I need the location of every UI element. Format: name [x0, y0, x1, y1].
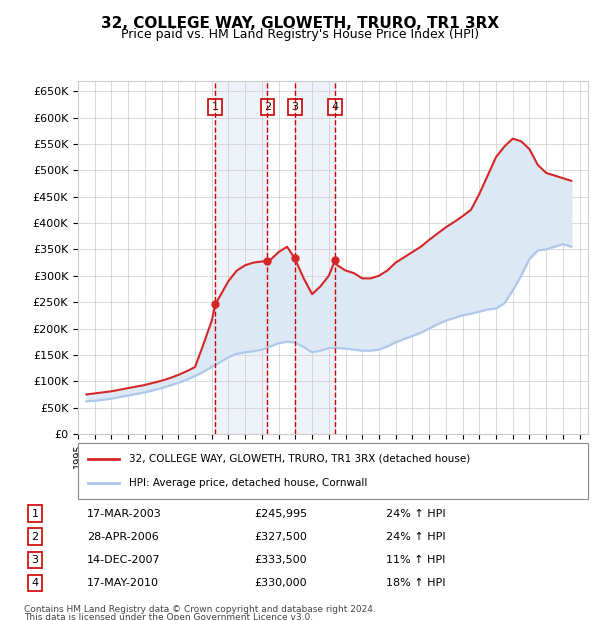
Text: 24% ↑ HPI: 24% ↑ HPI — [386, 509, 446, 519]
Text: 1: 1 — [212, 102, 219, 112]
Text: 32, COLLEGE WAY, GLOWETH, TRURO, TR1 3RX: 32, COLLEGE WAY, GLOWETH, TRURO, TR1 3RX — [101, 16, 499, 30]
Text: 2: 2 — [31, 532, 38, 542]
Text: 17-MAY-2010: 17-MAY-2010 — [87, 578, 159, 588]
Text: 3: 3 — [291, 102, 298, 112]
Text: This data is licensed under the Open Government Licence v3.0.: This data is licensed under the Open Gov… — [24, 613, 313, 620]
Bar — [215, 81, 268, 434]
Text: 4: 4 — [332, 102, 339, 112]
Text: £333,500: £333,500 — [254, 555, 307, 565]
Text: 2: 2 — [264, 102, 271, 112]
Text: HPI: Average price, detached house, Cornwall: HPI: Average price, detached house, Corn… — [129, 479, 367, 489]
Text: 14-DEC-2007: 14-DEC-2007 — [87, 555, 161, 565]
Text: 28-APR-2006: 28-APR-2006 — [87, 532, 158, 542]
Text: 18% ↑ HPI: 18% ↑ HPI — [386, 578, 446, 588]
Text: £245,995: £245,995 — [254, 509, 307, 519]
Text: 4: 4 — [31, 578, 38, 588]
Bar — [295, 81, 335, 434]
Text: 3: 3 — [32, 555, 38, 565]
Text: £327,500: £327,500 — [254, 532, 307, 542]
Text: 32, COLLEGE WAY, GLOWETH, TRURO, TR1 3RX (detached house): 32, COLLEGE WAY, GLOWETH, TRURO, TR1 3RX… — [129, 454, 470, 464]
Text: £330,000: £330,000 — [254, 578, 307, 588]
Text: 24% ↑ HPI: 24% ↑ HPI — [386, 532, 446, 542]
Text: 17-MAR-2003: 17-MAR-2003 — [87, 509, 161, 519]
Text: 11% ↑ HPI: 11% ↑ HPI — [386, 555, 446, 565]
FancyBboxPatch shape — [78, 443, 588, 499]
Text: Contains HM Land Registry data © Crown copyright and database right 2024.: Contains HM Land Registry data © Crown c… — [24, 604, 376, 614]
Text: Price paid vs. HM Land Registry's House Price Index (HPI): Price paid vs. HM Land Registry's House … — [121, 28, 479, 41]
Text: 1: 1 — [32, 509, 38, 519]
